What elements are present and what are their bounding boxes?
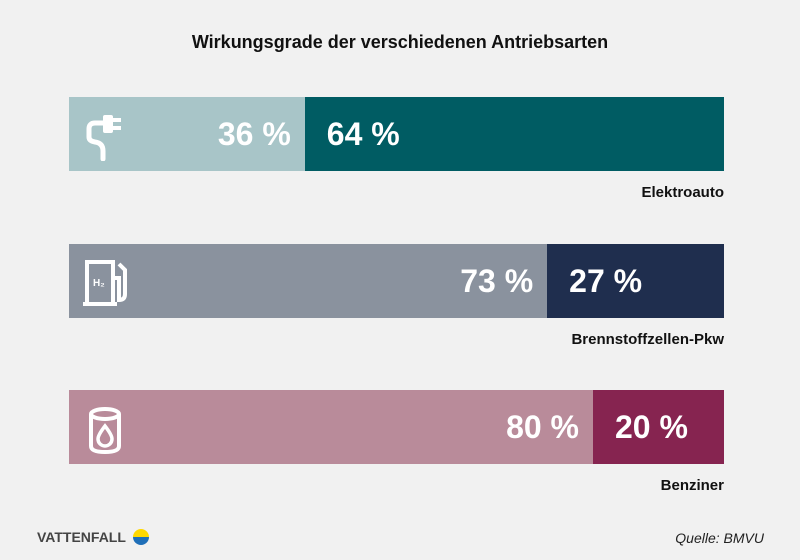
- loss-segment: 80 %: [69, 390, 593, 464]
- data-label: 80 %: [506, 408, 579, 445]
- data-label: 36 %: [217, 115, 291, 152]
- bar-brennstoffzellen-pkw: H₂ 73 % 27 %: [69, 244, 724, 318]
- data-label: 27 %: [569, 262, 643, 299]
- hydrogen-pump-icon: H₂: [83, 260, 127, 306]
- category-label: Elektroauto: [641, 184, 724, 201]
- data-label: 73 %: [460, 262, 534, 299]
- svg-text:H₂: H₂: [93, 278, 105, 289]
- plug-icon: [86, 115, 121, 161]
- fuel-barrel-icon: [89, 407, 121, 454]
- brand-name: VATTENFALL: [37, 529, 126, 545]
- vattenfall-logo: VATTENFALL: [37, 528, 150, 546]
- bar-elektroauto: 36 % 64 %: [69, 97, 724, 171]
- loss-segment: H₂ 73 %: [69, 244, 548, 318]
- remaining-segment: 20 %: [593, 390, 724, 464]
- data-label: 64 %: [326, 115, 400, 152]
- bar-benziner: 80 % 20 %: [69, 390, 724, 464]
- category-label: Benziner: [660, 477, 724, 494]
- category-label: Brennstoffzellen-Pkw: [571, 331, 724, 348]
- vattenfall-logo-icon: [132, 529, 149, 545]
- remaining-segment: 27 %: [547, 244, 724, 318]
- data-label: 20 %: [615, 408, 688, 445]
- remaining-segment: 64 %: [304, 97, 724, 171]
- chart-title: Wirkungsgrade der verschiedenen Antriebs…: [191, 32, 609, 52]
- source-note: Quelle: BMVU: [675, 530, 764, 546]
- loss-segment: 36 %: [69, 97, 305, 171]
